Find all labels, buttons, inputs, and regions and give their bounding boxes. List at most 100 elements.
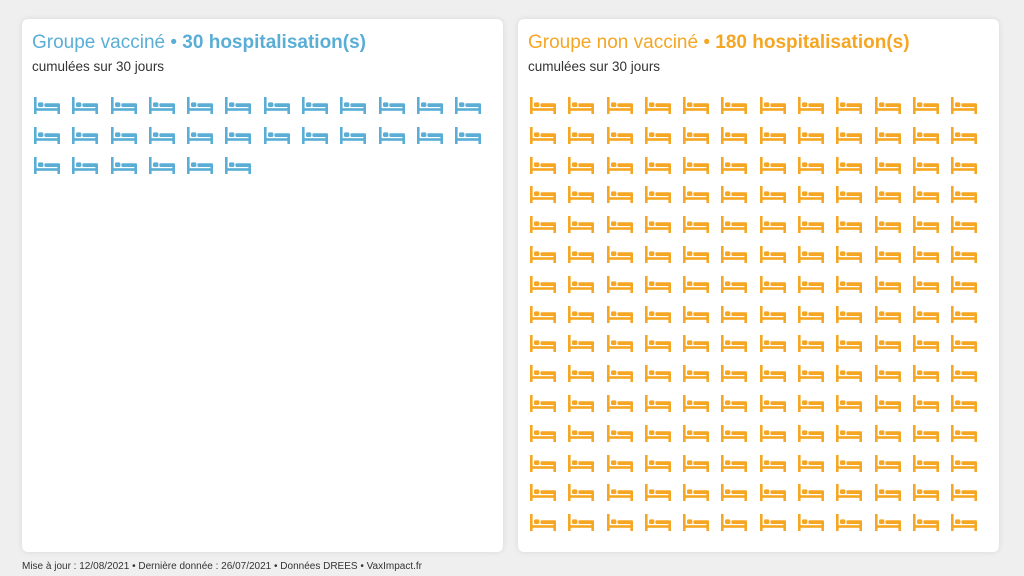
- bed-icon: [836, 335, 863, 353]
- bed-icon: [644, 484, 671, 502]
- bed-icon: [683, 514, 710, 532]
- bed-icon: [683, 216, 710, 234]
- bed-icon: [568, 186, 595, 204]
- bed-icon-grid: [530, 97, 990, 544]
- bed-icon: [836, 514, 863, 532]
- bed-icon: [568, 514, 595, 532]
- bed-icon: [874, 126, 901, 144]
- bed-icon: [568, 305, 595, 323]
- group-label: Groupe non vacciné: [528, 32, 699, 53]
- bed-icon: [759, 186, 786, 204]
- bed-icon: [912, 484, 939, 502]
- bed-icon: [759, 126, 786, 144]
- bed-icon: [874, 335, 901, 353]
- bed-icon: [683, 305, 710, 323]
- bed-icon: [874, 454, 901, 472]
- bed-icon: [874, 394, 901, 412]
- bed-icon: [110, 97, 137, 114]
- bed-icon: [759, 216, 786, 234]
- bed-icon: [721, 305, 748, 323]
- bed-icon: [874, 305, 901, 323]
- bed-icon: [530, 245, 556, 263]
- bed-icon: [644, 156, 671, 174]
- bed-icon: [606, 394, 633, 412]
- bed-icon: [683, 365, 710, 383]
- bed-icon: [798, 97, 825, 114]
- bed-icon: [34, 97, 60, 114]
- bed-icon: [187, 156, 214, 174]
- bed-icon: [912, 156, 939, 174]
- bed-icon: [951, 335, 978, 353]
- bed-icon: [874, 97, 901, 114]
- bed-icon: [568, 156, 595, 174]
- bed-icon: [836, 394, 863, 412]
- bed-icon: [683, 484, 710, 502]
- bed-icon: [606, 454, 633, 472]
- bed-icon: [798, 186, 825, 204]
- bed-icon: [874, 245, 901, 263]
- bed-icon: [798, 126, 825, 144]
- bed-icon: [606, 275, 633, 293]
- bed-icon: [568, 454, 595, 472]
- bed-icon: [836, 454, 863, 472]
- bed-icon: [148, 126, 175, 144]
- bed-icon: [912, 305, 939, 323]
- bed-icon: [836, 365, 863, 383]
- bed-icon: [798, 245, 825, 263]
- bed-icon: [912, 245, 939, 263]
- bed-icon: [759, 514, 786, 532]
- vaccinated-group-panel: Groupe vacciné • 30 hospitalisation(s) c…: [22, 19, 503, 552]
- bed-icon: [644, 424, 671, 442]
- bed-icon: [263, 126, 290, 144]
- bed-icon: [530, 186, 556, 204]
- bed-icon: [912, 335, 939, 353]
- title-separator: •: [170, 32, 178, 53]
- bed-icon: [951, 186, 978, 204]
- panel-title: Groupe vacciné • 30 hospitalisation(s): [32, 32, 366, 54]
- bed-icon: [568, 424, 595, 442]
- bed-icon: [378, 126, 405, 144]
- bed-icon: [110, 126, 137, 144]
- bed-icon: [874, 514, 901, 532]
- bed-icon: [644, 335, 671, 353]
- bed-icon: [759, 484, 786, 502]
- bed-icon: [530, 394, 556, 412]
- bed-icon: [951, 365, 978, 383]
- bed-icon: [683, 335, 710, 353]
- bed-icon: [225, 126, 252, 144]
- bed-icon: [644, 216, 671, 234]
- bed-icon: [378, 97, 405, 114]
- footer-credits: Mise à jour : 12/08/2021 • Dernière donn…: [22, 561, 422, 572]
- bed-icon: [606, 484, 633, 502]
- bed-icon: [721, 514, 748, 532]
- bed-icon: [798, 156, 825, 174]
- bed-icon: [644, 514, 671, 532]
- bed-icon: [644, 245, 671, 263]
- bed-icon: [951, 424, 978, 442]
- bed-icon: [759, 245, 786, 263]
- bed-icon: [759, 275, 786, 293]
- bed-icon: [568, 97, 595, 114]
- bed-icon: [951, 454, 978, 472]
- bed-icon: [798, 365, 825, 383]
- bed-icon: [302, 97, 329, 114]
- bed-icon: [455, 126, 482, 144]
- bed-icon: [568, 394, 595, 412]
- bed-icon: [721, 335, 748, 353]
- bed-icon: [340, 97, 367, 114]
- bed-icon: [951, 126, 978, 144]
- bed-icon: [606, 424, 633, 442]
- bed-icon: [530, 97, 556, 114]
- bed-icon: [951, 275, 978, 293]
- bed-icon: [721, 186, 748, 204]
- bed-icon: [874, 275, 901, 293]
- bed-icon: [836, 126, 863, 144]
- bed-icon: [110, 156, 137, 174]
- bed-icon: [721, 365, 748, 383]
- group-label: Groupe vacciné: [32, 32, 166, 53]
- bed-icon: [836, 245, 863, 263]
- bed-icon: [568, 365, 595, 383]
- bed-icon: [798, 335, 825, 353]
- bed-icon: [225, 156, 252, 174]
- bed-icon: [72, 97, 99, 114]
